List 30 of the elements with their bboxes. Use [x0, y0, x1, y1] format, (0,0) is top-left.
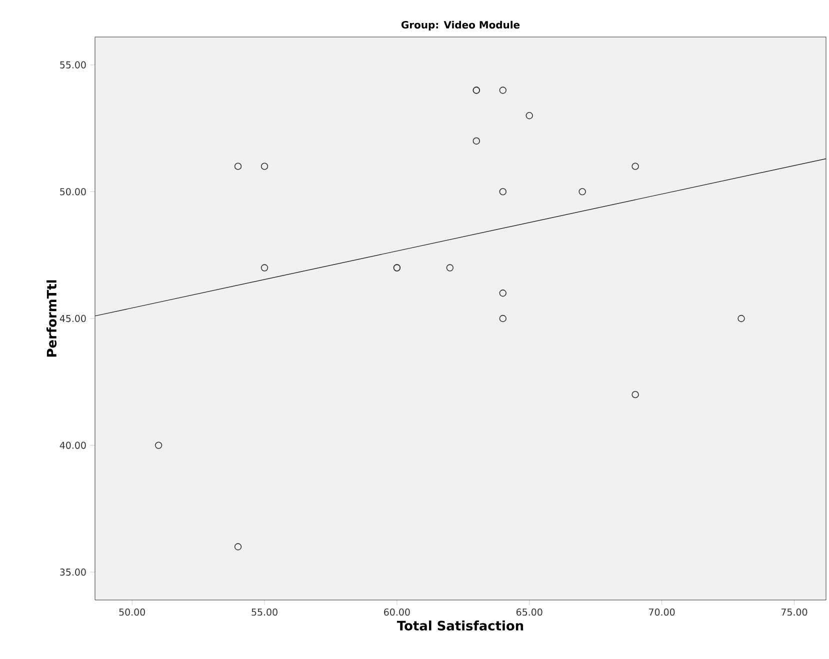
point	[632, 162, 639, 170]
x-tick-label: 75.00	[781, 608, 808, 616]
x-tick-label: 55.00	[252, 608, 278, 616]
point	[234, 543, 242, 550]
point	[499, 314, 506, 322]
point	[499, 188, 506, 196]
chart-title: Group: Video Module	[401, 20, 520, 30]
x-tick-label: 60.00	[384, 608, 410, 616]
y-tick-label: 55.00	[60, 61, 86, 68]
point	[234, 162, 242, 170]
x-tick-label: 70.00	[649, 608, 675, 616]
point	[499, 290, 506, 297]
x-tick-label: 50.00	[119, 608, 145, 616]
point	[472, 137, 480, 145]
point	[260, 264, 268, 272]
point	[154, 442, 162, 449]
y-axis-title: PerformTtl	[46, 280, 57, 357]
y-tick-label: 45.00	[60, 314, 86, 322]
y-tick-label: 40.00	[60, 442, 86, 449]
point	[446, 264, 454, 272]
point	[578, 188, 586, 196]
y-tick-label: 50.00	[60, 188, 86, 196]
point	[526, 112, 533, 120]
point	[260, 162, 268, 170]
point	[738, 314, 745, 322]
y-tick-label: 35.00	[60, 568, 86, 576]
point	[499, 86, 506, 94]
x-tick-label: 65.00	[516, 608, 542, 616]
x-axis-title: Total Satisfaction	[397, 620, 524, 631]
point	[632, 390, 639, 398]
